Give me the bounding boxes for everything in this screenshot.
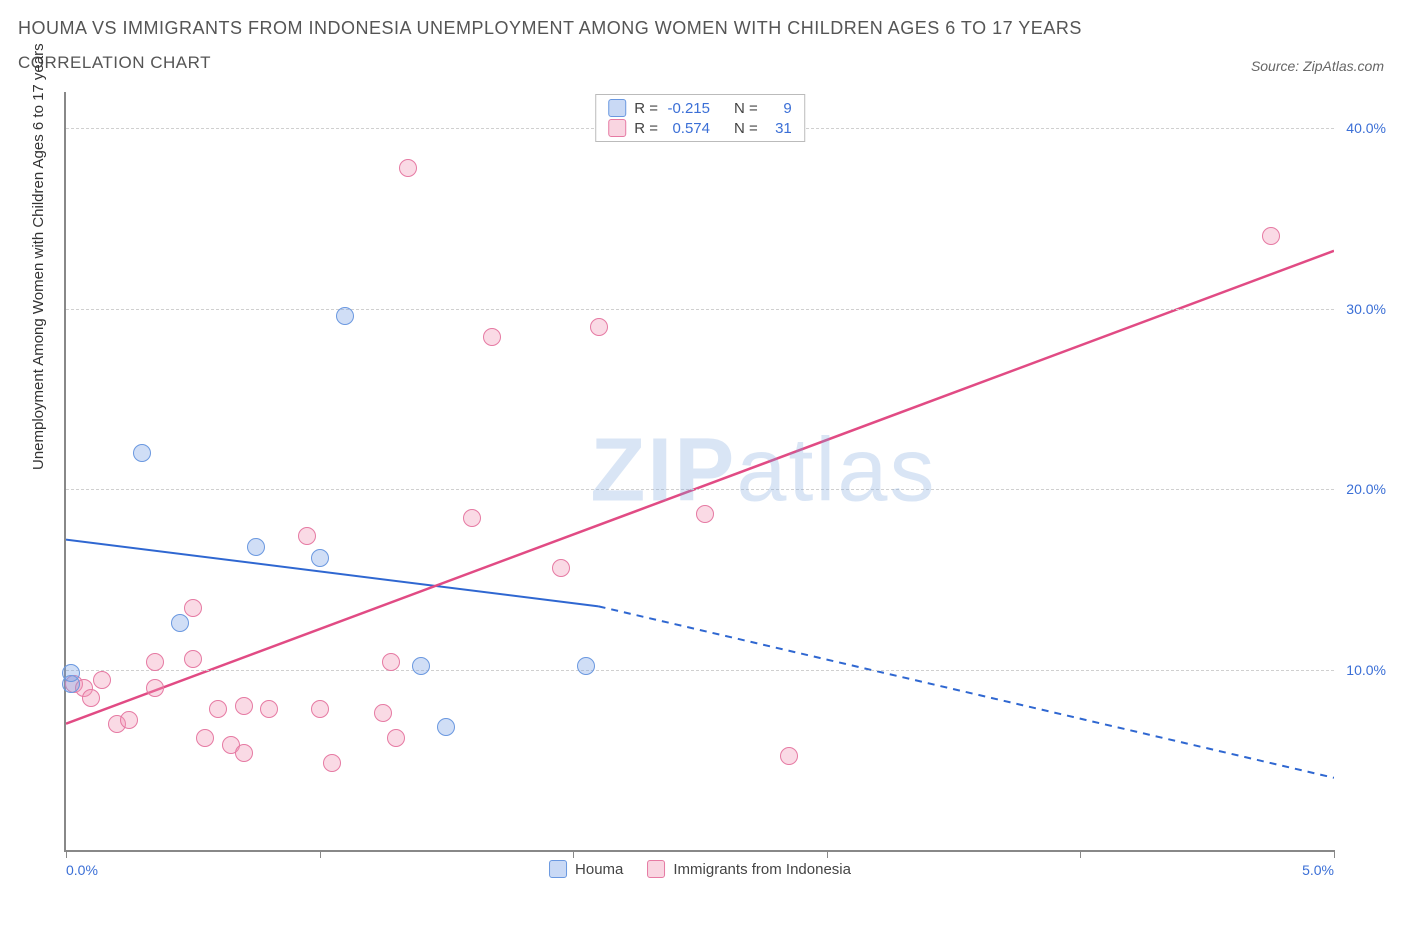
legend-r-value-pink: 0.574 xyxy=(666,120,710,137)
scatter-point-blue xyxy=(412,657,430,675)
legend-series-pink-label: Immigrants from Indonesia xyxy=(673,861,851,878)
scatter-point-pink xyxy=(184,599,202,617)
scatter-point-pink xyxy=(146,653,164,671)
scatter-point-blue xyxy=(62,664,80,682)
legend-series-box: Houma Immigrants from Indonesia xyxy=(549,860,851,878)
scatter-point-pink xyxy=(235,744,253,762)
scatter-point-blue xyxy=(133,444,151,462)
scatter-point-pink xyxy=(399,159,417,177)
scatter-point-blue xyxy=(311,549,329,567)
scatter-point-pink xyxy=(696,505,714,523)
swatch-pink-icon xyxy=(647,860,665,878)
x-tick-label: 5.0% xyxy=(1302,862,1334,878)
scatter-point-blue xyxy=(171,614,189,632)
plot-area: R = -0.215 N = 9 R = 0.574 N = 31 ZIPatl… xyxy=(64,92,1334,852)
scatter-point-blue xyxy=(437,718,455,736)
scatter-point-pink xyxy=(260,700,278,718)
source-attribution: Source: ZipAtlas.com xyxy=(1251,58,1384,74)
x-tick xyxy=(1080,850,1081,858)
scatter-point-pink xyxy=(184,650,202,668)
scatter-point-pink xyxy=(1262,227,1280,245)
legend-row-pink: R = 0.574 N = 31 xyxy=(608,119,792,137)
scatter-point-pink xyxy=(209,700,227,718)
y-axis-label: Unemployment Among Women with Children A… xyxy=(30,43,47,470)
trend-line xyxy=(599,606,1334,777)
swatch-pink-icon xyxy=(608,119,626,137)
scatter-point-pink xyxy=(196,729,214,747)
legend-series-blue-label: Houma xyxy=(575,861,623,878)
y-tick-label: 20.0% xyxy=(1338,481,1386,497)
x-tick xyxy=(320,850,321,858)
scatter-point-pink xyxy=(552,559,570,577)
x-tick xyxy=(1334,850,1335,858)
x-tick xyxy=(827,850,828,858)
scatter-point-pink xyxy=(82,689,100,707)
legend-n-value-blue: 9 xyxy=(766,100,792,117)
gridline xyxy=(66,670,1334,671)
legend-r-value-blue: -0.215 xyxy=(666,100,710,117)
swatch-blue-icon xyxy=(608,99,626,117)
watermark: ZIPatlas xyxy=(590,420,936,523)
legend-n-label: N = xyxy=(734,100,758,117)
y-tick-label: 10.0% xyxy=(1338,662,1386,678)
gridline xyxy=(66,309,1334,310)
swatch-blue-icon xyxy=(549,860,567,878)
scatter-point-pink xyxy=(298,527,316,545)
trend-line xyxy=(66,540,599,607)
scatter-point-pink xyxy=(590,318,608,336)
scatter-point-pink xyxy=(311,700,329,718)
scatter-point-pink xyxy=(120,711,138,729)
scatter-point-pink xyxy=(780,747,798,765)
y-tick-label: 30.0% xyxy=(1338,301,1386,317)
gridline xyxy=(66,489,1334,490)
scatter-point-pink xyxy=(93,671,111,689)
trend-line xyxy=(66,251,1334,724)
scatter-point-pink xyxy=(483,328,501,346)
legend-n-label: N = xyxy=(734,120,758,137)
trend-lines-svg xyxy=(66,92,1334,850)
x-tick-label: 0.0% xyxy=(66,862,98,878)
scatter-point-pink xyxy=(387,729,405,747)
legend-series-blue: Houma xyxy=(549,860,623,878)
legend-n-value-pink: 31 xyxy=(766,120,792,137)
legend-row-blue: R = -0.215 N = 9 xyxy=(608,99,792,117)
scatter-point-pink xyxy=(146,679,164,697)
chart-title-line1: HOUMA VS IMMIGRANTS FROM INDONESIA UNEMP… xyxy=(18,18,1388,39)
legend-series-pink: Immigrants from Indonesia xyxy=(647,860,851,878)
scatter-point-blue xyxy=(247,538,265,556)
x-tick xyxy=(66,850,67,858)
scatter-point-blue xyxy=(336,307,354,325)
scatter-point-pink xyxy=(382,653,400,671)
x-tick xyxy=(573,850,574,858)
scatter-point-pink xyxy=(374,704,392,722)
scatter-point-pink xyxy=(463,509,481,527)
legend-correlation-box: R = -0.215 N = 9 R = 0.574 N = 31 xyxy=(595,94,805,142)
scatter-point-blue xyxy=(577,657,595,675)
y-tick-label: 40.0% xyxy=(1338,120,1386,136)
plot-container: R = -0.215 N = 9 R = 0.574 N = 31 ZIPatl… xyxy=(64,92,1386,878)
scatter-point-pink xyxy=(235,697,253,715)
legend-r-label: R = xyxy=(634,100,658,117)
legend-r-label: R = xyxy=(634,120,658,137)
chart-title-line2: CORRELATION CHART xyxy=(18,53,1388,73)
scatter-point-pink xyxy=(323,754,341,772)
